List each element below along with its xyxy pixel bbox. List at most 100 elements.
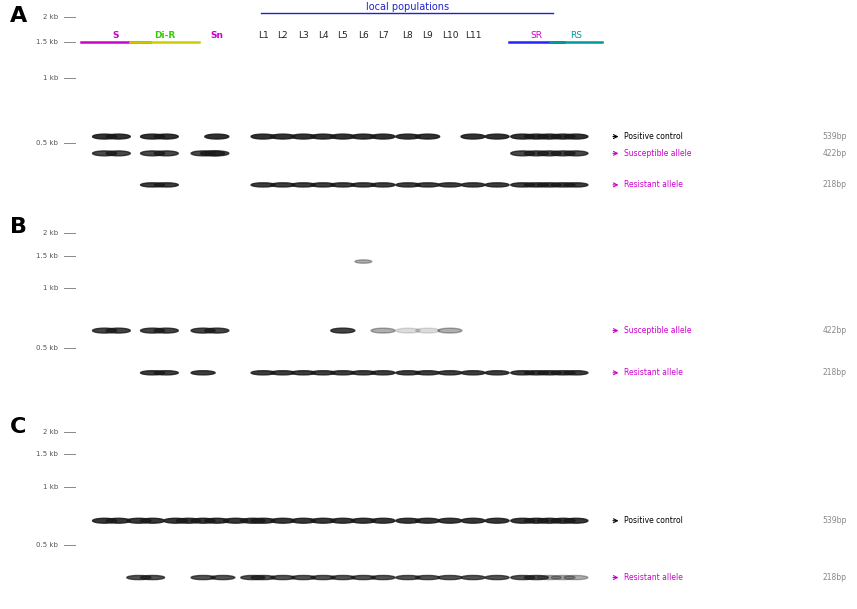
- Ellipse shape: [564, 151, 588, 156]
- Text: 0.5 kb: 0.5 kb: [36, 345, 58, 351]
- Text: 422bp: 422bp: [823, 326, 847, 335]
- Text: local populations: local populations: [366, 2, 448, 12]
- Ellipse shape: [106, 134, 130, 139]
- Ellipse shape: [271, 371, 295, 375]
- Ellipse shape: [251, 576, 275, 580]
- Ellipse shape: [331, 371, 355, 375]
- Text: 218bp: 218bp: [823, 368, 847, 378]
- Ellipse shape: [511, 134, 535, 139]
- Text: 2 kb: 2 kb: [43, 14, 58, 20]
- Ellipse shape: [191, 151, 215, 156]
- Text: L7: L7: [378, 31, 388, 40]
- Ellipse shape: [396, 328, 420, 333]
- Ellipse shape: [351, 576, 375, 580]
- Text: L4: L4: [318, 31, 328, 40]
- Ellipse shape: [371, 576, 395, 580]
- Ellipse shape: [485, 576, 509, 580]
- Ellipse shape: [511, 576, 535, 580]
- Ellipse shape: [438, 518, 462, 523]
- Ellipse shape: [291, 371, 315, 375]
- Ellipse shape: [331, 134, 355, 139]
- Ellipse shape: [191, 371, 215, 375]
- Ellipse shape: [251, 371, 275, 375]
- Ellipse shape: [461, 134, 485, 139]
- Ellipse shape: [93, 134, 117, 139]
- Ellipse shape: [141, 576, 165, 580]
- Text: 539bp: 539bp: [823, 132, 847, 141]
- Ellipse shape: [524, 371, 548, 375]
- Ellipse shape: [551, 151, 575, 156]
- Ellipse shape: [205, 151, 229, 156]
- Text: L9: L9: [423, 31, 433, 40]
- Ellipse shape: [416, 134, 440, 139]
- Ellipse shape: [485, 518, 509, 523]
- Ellipse shape: [271, 134, 295, 139]
- Ellipse shape: [355, 260, 372, 263]
- Text: L1: L1: [258, 31, 268, 40]
- Ellipse shape: [551, 576, 575, 580]
- Text: 422bp: 422bp: [823, 149, 847, 158]
- Text: L5: L5: [338, 31, 348, 40]
- Ellipse shape: [551, 183, 575, 187]
- Ellipse shape: [485, 371, 509, 375]
- Ellipse shape: [564, 134, 588, 139]
- Ellipse shape: [537, 371, 561, 375]
- Ellipse shape: [537, 576, 561, 580]
- Ellipse shape: [511, 151, 535, 156]
- Ellipse shape: [191, 576, 215, 580]
- Text: 1.5 kb: 1.5 kb: [36, 451, 58, 457]
- Ellipse shape: [251, 134, 275, 139]
- Text: L6: L6: [358, 31, 369, 40]
- Ellipse shape: [141, 134, 165, 139]
- Ellipse shape: [537, 151, 561, 156]
- Ellipse shape: [141, 371, 165, 375]
- Text: L8: L8: [403, 31, 413, 40]
- Ellipse shape: [351, 134, 375, 139]
- Ellipse shape: [164, 518, 188, 523]
- Text: Resistant allele: Resistant allele: [624, 573, 683, 582]
- Ellipse shape: [311, 183, 335, 187]
- Ellipse shape: [241, 518, 265, 523]
- Ellipse shape: [205, 134, 229, 139]
- Ellipse shape: [524, 151, 548, 156]
- Ellipse shape: [524, 183, 548, 187]
- Ellipse shape: [211, 576, 235, 580]
- Ellipse shape: [564, 518, 588, 523]
- Ellipse shape: [205, 328, 229, 333]
- Ellipse shape: [271, 518, 295, 523]
- Ellipse shape: [291, 518, 315, 523]
- Ellipse shape: [416, 328, 440, 333]
- Ellipse shape: [371, 371, 395, 375]
- Text: 2 kb: 2 kb: [43, 230, 58, 236]
- Ellipse shape: [331, 518, 355, 523]
- Text: Di-R: Di-R: [154, 31, 175, 40]
- Ellipse shape: [537, 134, 561, 139]
- Ellipse shape: [416, 183, 440, 187]
- Ellipse shape: [154, 328, 178, 333]
- Ellipse shape: [154, 183, 178, 187]
- Text: 218bp: 218bp: [823, 180, 847, 189]
- Ellipse shape: [524, 576, 548, 580]
- Ellipse shape: [416, 518, 440, 523]
- Ellipse shape: [485, 134, 509, 139]
- Text: 1.5 kb: 1.5 kb: [36, 39, 58, 45]
- Ellipse shape: [461, 371, 485, 375]
- Text: 1.5 kb: 1.5 kb: [36, 253, 58, 259]
- Ellipse shape: [537, 518, 561, 523]
- Ellipse shape: [141, 328, 165, 333]
- Text: L3: L3: [298, 31, 309, 40]
- Ellipse shape: [438, 183, 462, 187]
- Ellipse shape: [511, 371, 535, 375]
- Ellipse shape: [291, 576, 315, 580]
- Ellipse shape: [191, 518, 215, 523]
- Text: Susceptible allele: Susceptible allele: [624, 326, 692, 335]
- Ellipse shape: [331, 183, 355, 187]
- Ellipse shape: [311, 134, 335, 139]
- Ellipse shape: [416, 371, 440, 375]
- Ellipse shape: [191, 328, 215, 333]
- Ellipse shape: [154, 371, 178, 375]
- Text: 539bp: 539bp: [823, 516, 847, 525]
- Text: L2: L2: [278, 31, 288, 40]
- Text: L11: L11: [464, 31, 482, 40]
- Ellipse shape: [106, 518, 130, 523]
